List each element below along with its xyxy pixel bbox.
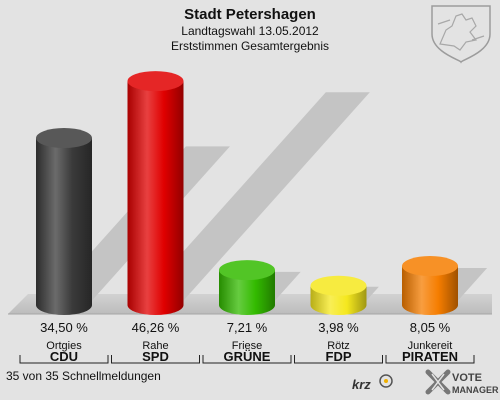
bar-spd — [127, 71, 184, 316]
label-bracket-fdp — [294, 355, 383, 364]
krz-logo-text: krz — [352, 377, 371, 392]
party-label-spd: SPD — [142, 349, 169, 364]
party-label-fdp: FDP — [326, 349, 352, 364]
candidate-label-spd: Rahe — [142, 340, 168, 352]
party-label-gr-ne: GRÜNE — [224, 349, 271, 364]
value-label-gr-ne: 7,21 % — [227, 320, 268, 335]
party-label-piraten: PIRATEN — [402, 349, 458, 364]
value-label-cdu: 34,50 % — [40, 320, 88, 335]
bars — [36, 71, 458, 316]
bar-piraten — [402, 256, 458, 315]
party-label-cdu: CDU — [50, 349, 78, 364]
vote-logo-line2: MANAGER — [452, 385, 499, 395]
chart-subtitle-date: Landtagswahl 13.05.2012 — [181, 24, 319, 38]
label-bracket-gr-ne — [202, 355, 292, 364]
report-status: 35 von 35 Schnellmeldungen — [6, 369, 161, 383]
chart-title: Stadt Petershagen — [184, 6, 316, 23]
label-bracket-piraten — [385, 355, 475, 364]
candidate-label-fdp: Rötz — [327, 340, 350, 352]
shadow-spd — [135, 92, 370, 306]
candidate-label-cdu: Ortgies — [46, 340, 82, 352]
coat-of-arms-icon — [431, 5, 491, 64]
vote-logo-line1: VOTE — [452, 372, 482, 384]
bar-gr-ne — [219, 260, 275, 315]
label-bracket-cdu — [19, 355, 109, 364]
candidate-label-piraten: Junkereit — [408, 340, 453, 352]
krz-logo: krz — [352, 374, 393, 392]
chart-subtitle-type: Erststimmen Gesamtergebnis — [171, 39, 329, 53]
value-label-piraten: 8,05 % — [410, 320, 451, 335]
bar-fdp — [310, 275, 367, 315]
label-bracket-spd — [111, 355, 200, 364]
candidate-label-gr-ne: Friese — [232, 340, 263, 352]
value-label-spd: 46,26 % — [132, 320, 180, 335]
bar-cdu — [36, 128, 92, 315]
value-label-fdp: 3,98 % — [318, 320, 359, 335]
vote-manager-logo: VOTE MANAGER — [425, 369, 499, 395]
